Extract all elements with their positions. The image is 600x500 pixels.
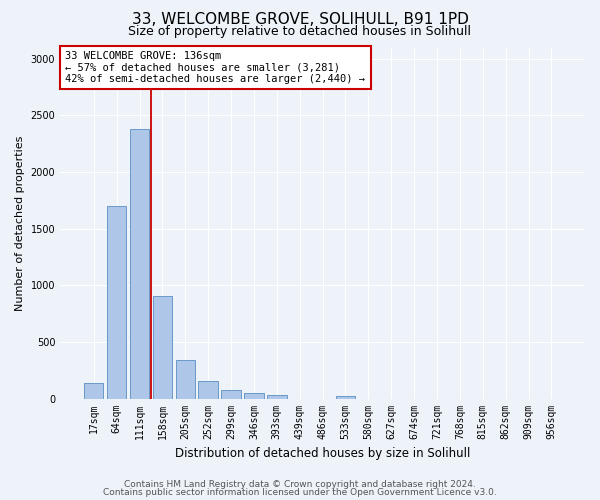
Bar	[221, 390, 241, 398]
Text: Size of property relative to detached houses in Solihull: Size of property relative to detached ho…	[128, 25, 472, 38]
Text: Contains HM Land Registry data © Crown copyright and database right 2024.: Contains HM Land Registry data © Crown c…	[124, 480, 476, 489]
Text: Contains public sector information licensed under the Open Government Licence v3: Contains public sector information licen…	[103, 488, 497, 497]
Text: 33 WELCOMBE GROVE: 136sqm
← 57% of detached houses are smaller (3,281)
42% of se: 33 WELCOMBE GROVE: 136sqm ← 57% of detac…	[65, 51, 365, 84]
Bar	[84, 382, 103, 398]
Bar	[107, 206, 127, 398]
Bar	[199, 381, 218, 398]
Y-axis label: Number of detached properties: Number of detached properties	[15, 136, 25, 310]
Bar	[152, 296, 172, 399]
Bar	[244, 393, 263, 398]
Bar	[176, 360, 195, 399]
Text: 33, WELCOMBE GROVE, SOLIHULL, B91 1PD: 33, WELCOMBE GROVE, SOLIHULL, B91 1PD	[131, 12, 469, 28]
X-axis label: Distribution of detached houses by size in Solihull: Distribution of detached houses by size …	[175, 447, 470, 460]
Bar	[336, 396, 355, 398]
Bar	[130, 129, 149, 398]
Bar	[267, 395, 287, 398]
